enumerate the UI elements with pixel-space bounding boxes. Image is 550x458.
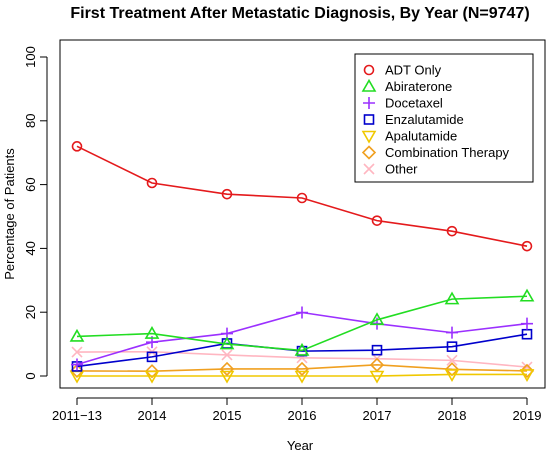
data-point — [446, 354, 458, 366]
data-point — [221, 349, 233, 361]
data-point — [294, 361, 310, 377]
series-line — [77, 373, 527, 377]
x-tick-label: 2018 — [438, 408, 467, 423]
x-axis-label: Year — [287, 438, 314, 453]
x-tick-label: 2017 — [363, 408, 392, 423]
legend-marker — [361, 78, 377, 92]
legend-item: Docetaxel — [363, 96, 443, 111]
series-abiraterone — [69, 288, 535, 356]
data-point — [296, 192, 308, 204]
x-tick-label: 2011−13 — [52, 408, 102, 423]
data-point — [521, 328, 533, 340]
y-tick-label: 20 — [23, 305, 38, 319]
data-point — [294, 342, 310, 356]
x-tick-label: 2015 — [213, 408, 242, 423]
data-point — [146, 177, 158, 189]
data-point — [294, 370, 310, 384]
legend-marker — [361, 145, 377, 160]
legend-item: Apalutamide — [361, 129, 457, 144]
data-point — [296, 306, 308, 319]
legend-marker — [363, 97, 375, 109]
legend-label: ADT Only — [385, 63, 442, 78]
data-point — [444, 291, 460, 305]
series-line — [76, 145, 528, 247]
series-line — [76, 364, 528, 373]
legend-marker — [363, 114, 375, 125]
legend-label: Apalutamide — [385, 129, 457, 144]
x-tick-label: 2019 — [513, 408, 542, 423]
legend-box — [354, 53, 534, 183]
y-tick-label: 40 — [23, 241, 38, 255]
series-line — [76, 350, 528, 368]
data-point — [371, 344, 383, 356]
data-point — [144, 325, 160, 339]
x-tick-label: 2016 — [288, 408, 317, 423]
data-point — [71, 346, 83, 358]
data-point — [519, 369, 535, 383]
y-tick-label: 60 — [23, 177, 38, 191]
y-tick-label: 80 — [23, 114, 38, 128]
data-point — [144, 370, 160, 384]
data-point — [521, 317, 533, 330]
series-layer — [69, 141, 535, 384]
legend-marker — [363, 163, 375, 175]
chart-title: First Treatment After Metastatic Diagnos… — [70, 5, 529, 22]
data-point — [371, 215, 383, 226]
data-point — [219, 370, 235, 384]
legend-label: Other — [385, 162, 418, 177]
plot-frame — [59, 39, 546, 389]
legend-marker — [361, 130, 377, 144]
y-tick-label: 100 — [23, 46, 38, 68]
data-point — [71, 358, 83, 371]
legend-item: Abiraterone — [361, 78, 452, 94]
data-point — [369, 370, 385, 384]
series-adt-only — [71, 141, 533, 252]
data-point — [519, 363, 535, 379]
legend-label: Enzalutamide — [385, 112, 464, 127]
legend-item: ADT Only — [363, 63, 442, 78]
data-point — [444, 362, 460, 377]
data-point — [446, 225, 458, 237]
data-point — [146, 351, 158, 363]
data-point — [519, 288, 535, 302]
series-line — [76, 295, 528, 352]
legend-label: Combination Therapy — [385, 145, 510, 160]
data-point — [521, 240, 533, 252]
legend-item: Other — [363, 162, 418, 177]
data-point — [446, 341, 458, 352]
y-axis: 0 20 40 60 80 100 — [23, 46, 48, 380]
x-tick-label: 2014 — [138, 408, 167, 423]
legend-label: Abiraterone — [385, 79, 452, 94]
data-point — [71, 141, 83, 152]
legend-marker — [363, 64, 375, 76]
data-point — [369, 312, 385, 326]
data-point — [69, 328, 85, 342]
data-point — [219, 361, 235, 377]
x-axis: 2011−13 2014 2015 2016 2017 2018 2019 — [52, 397, 542, 423]
data-point — [221, 188, 233, 200]
data-point — [446, 326, 458, 339]
legend-item: Combination Therapy — [361, 145, 510, 160]
data-point — [444, 369, 460, 383]
legend-item: Enzalutamide — [363, 112, 464, 127]
y-tick-label: 0 — [23, 372, 38, 379]
legend-label: Docetaxel — [385, 96, 443, 111]
data-point — [219, 336, 235, 350]
data-point — [144, 364, 160, 379]
y-axis-label: Percentage of Patients — [2, 148, 17, 280]
